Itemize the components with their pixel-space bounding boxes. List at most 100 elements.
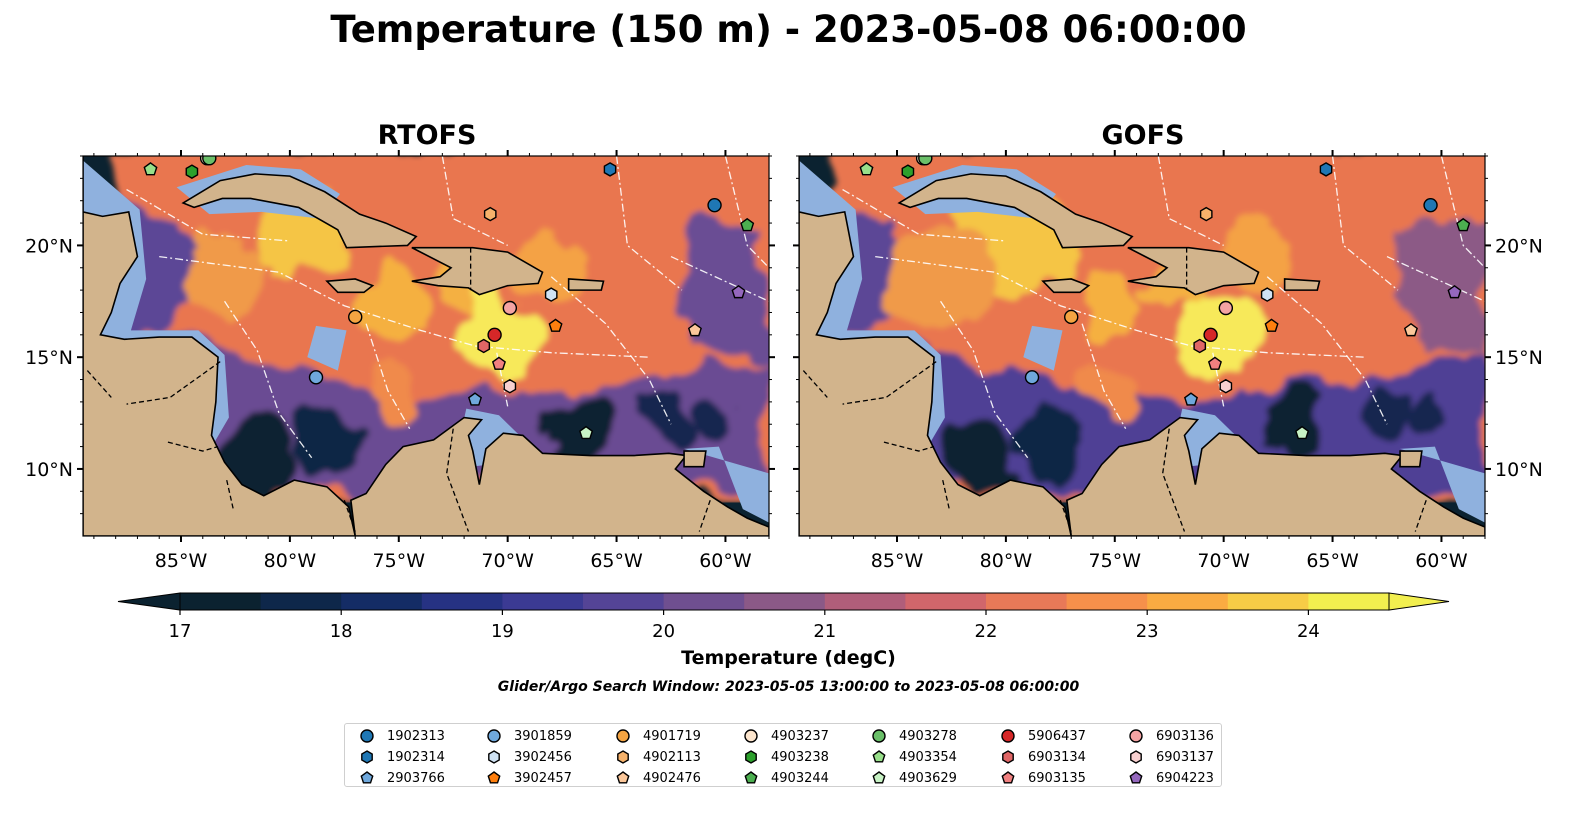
legend-item: 3902456 <box>486 748 572 766</box>
lon-tick-label: 75°W <box>1089 550 1142 572</box>
float-4902476-marker <box>687 322 702 337</box>
legend-label: 3902457 <box>514 770 572 786</box>
colorbar-band <box>663 593 745 610</box>
lon-tick-label: 60°W <box>1415 550 1468 572</box>
map-panel-rtofs: 85°W 80°W 75°W 70°W 65°W 60°W 20°N 15°N 10°N <box>25 150 775 572</box>
float-3902456-marker <box>544 287 558 302</box>
legend-item: 6903135 <box>1000 769 1086 787</box>
float-4903629-marker <box>1295 425 1310 440</box>
lon-tick-label: 80°W <box>264 550 317 572</box>
float-1902314-marker <box>603 162 617 177</box>
colorbar-band <box>1227 593 1309 610</box>
colorbar-band <box>1147 593 1229 610</box>
float-4901719-marker <box>348 309 363 325</box>
colorbar-tick-label: 23 <box>1136 621 1159 642</box>
float-4903354-marker <box>143 162 158 176</box>
colorbar-band <box>1066 593 1148 610</box>
legend-label: 4903238 <box>771 749 829 765</box>
legend-item: 6903137 <box>1128 748 1214 766</box>
land-puertoRico <box>567 278 605 291</box>
float-1902313-marker <box>707 197 722 213</box>
colorbar-band <box>421 593 503 610</box>
float-4903238-marker <box>185 164 199 179</box>
float-legend: 1902313 1902314 2903766 3901859 3902456 39024… <box>344 723 1222 787</box>
lat-tick-label: 15°N <box>1495 347 1543 369</box>
legend-label: 3902456 <box>514 749 572 765</box>
legend-item: 6904223 <box>1128 769 1214 787</box>
float-2903766-marker <box>467 392 483 406</box>
figure-title: Temperature (150 m) - 2023-05-08 06:00:0… <box>330 8 1247 51</box>
land-cuba <box>181 173 418 249</box>
legend-label: 6903136 <box>1156 728 1214 744</box>
lon-tick-label: 80°W <box>980 550 1033 572</box>
lon-tick-label: 65°W <box>1306 550 1359 572</box>
float-1902313-marker <box>1423 197 1438 213</box>
legend-item: 6903134 <box>1000 748 1086 766</box>
float-5906437-marker <box>1203 327 1218 343</box>
colorbar-tick-label: 20 <box>652 621 675 642</box>
legend-marker-4903629 <box>872 771 886 784</box>
legend-item: 4903238 <box>743 748 829 766</box>
float-4903244-marker <box>1456 217 1471 232</box>
land-trinidad <box>1399 450 1423 468</box>
float-4903238-marker <box>901 164 915 179</box>
land-southAmerica <box>350 416 769 536</box>
legend-label: 4903629 <box>899 770 957 786</box>
legend-label: 4903354 <box>899 749 957 765</box>
colorbar-tick-label: 21 <box>813 621 836 642</box>
lon-tick-label: 75°W <box>373 550 426 572</box>
lon-tick-label: 60°W <box>699 550 752 572</box>
legend-marker-4902113 <box>617 750 629 764</box>
colorbar-band <box>744 593 826 610</box>
legend-item: 5906437 <box>1000 727 1086 745</box>
map-panel-gofs: 85°W 80°W 75°W 70°W 65°W 60°W 20°N 15°N 10°N <box>793 150 1543 572</box>
float-4901719-marker <box>1064 309 1079 325</box>
legend-label: 4902113 <box>643 749 701 765</box>
legend-label: 4901719 <box>643 728 701 744</box>
colorbar-extend-min <box>117 592 181 611</box>
legend-item: 4903237 <box>743 727 829 745</box>
float-4903278-marker <box>918 156 933 166</box>
lon-tick-label: 70°W <box>481 550 534 572</box>
legend-item: 4903244 <box>743 769 829 787</box>
float-4902113-marker <box>483 206 497 222</box>
lat-tick-label: 10°N <box>1495 459 1543 481</box>
land-trinidad <box>683 450 707 468</box>
lon-tick-label: 85°W <box>155 550 208 572</box>
panel-title-rtofs: RTOFS <box>377 120 477 151</box>
colorbar-band <box>1308 593 1390 610</box>
float-3902457-marker <box>548 318 563 332</box>
legend-item: 6903136 <box>1128 727 1214 745</box>
legend-item: 1902313 <box>359 727 445 745</box>
land-centralAmerica <box>799 156 1073 536</box>
land-hispaniola <box>1127 246 1260 296</box>
land-hispaniola <box>411 246 544 296</box>
float-3902456-marker <box>1260 287 1274 302</box>
colorbar-band <box>180 593 262 610</box>
colorbar-label: Temperature (degC) <box>681 647 896 669</box>
land-southAmerica <box>1066 416 1485 536</box>
colorbar-tick-label: 22 <box>975 621 998 642</box>
legend-item: 4902113 <box>615 748 701 766</box>
legend-label: 4903278 <box>899 728 957 744</box>
colorbar-band <box>341 593 423 610</box>
land-puertoRico <box>1283 278 1321 291</box>
float-6903137-marker <box>1219 378 1233 394</box>
legend-marker-5906437 <box>1001 729 1015 743</box>
float-3901859-marker <box>1024 370 1040 385</box>
legend-item: 4901719 <box>615 727 701 745</box>
float-4902113-marker <box>1199 206 1213 222</box>
panel-title-gofs: GOFS <box>1101 120 1185 151</box>
float-6903136-marker <box>1218 300 1234 316</box>
lat-tick-label: 15°N <box>25 347 73 369</box>
float-6903135-marker <box>491 356 506 370</box>
legend-marker-4903278 <box>872 729 886 743</box>
legend-marker-6903135 <box>1001 771 1015 784</box>
legend-label: 6903135 <box>1028 770 1086 786</box>
legend-item: 1902314 <box>359 748 445 766</box>
float-6903137-marker <box>503 378 517 394</box>
land-jamaica <box>325 278 375 294</box>
float-4902476-marker <box>1403 322 1418 337</box>
legend-marker-3902457 <box>487 771 501 784</box>
